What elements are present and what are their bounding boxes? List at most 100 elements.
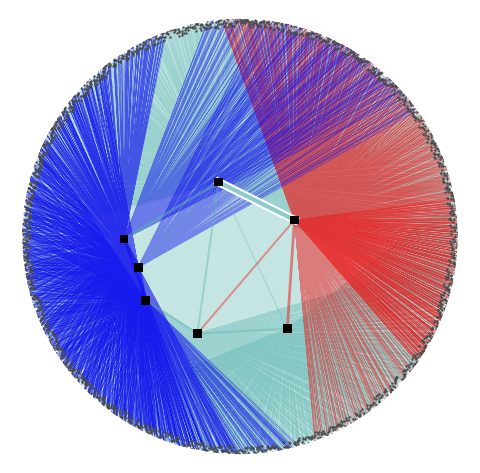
Point — [40, 132, 48, 140]
Point — [400, 100, 408, 107]
Point — [86, 78, 94, 86]
Point — [275, 25, 283, 33]
Point — [31, 168, 39, 176]
Point — [439, 158, 446, 165]
Point — [350, 419, 358, 427]
Point — [27, 281, 35, 289]
Point — [366, 57, 373, 64]
Point — [302, 441, 310, 449]
Point — [426, 123, 434, 131]
Point — [52, 131, 60, 139]
Point — [384, 395, 391, 403]
Point — [443, 297, 451, 305]
Point — [214, 24, 221, 32]
Point — [275, 445, 282, 452]
Point — [282, 443, 289, 450]
Point — [274, 447, 281, 455]
Point — [88, 383, 96, 390]
Point — [203, 447, 211, 454]
Point — [62, 115, 70, 123]
Point — [450, 190, 458, 197]
Point — [324, 31, 332, 39]
Point — [199, 449, 207, 457]
Point — [448, 293, 456, 300]
Point — [75, 369, 83, 377]
Point — [140, 36, 147, 44]
Point — [232, 20, 240, 27]
Point — [116, 54, 123, 61]
Point — [122, 54, 130, 62]
Point — [126, 47, 133, 55]
Point — [60, 360, 67, 368]
Point — [438, 316, 446, 324]
Point — [443, 159, 451, 166]
Point — [185, 440, 192, 448]
Point — [16, 228, 24, 236]
Point — [26, 245, 34, 252]
Point — [447, 208, 455, 215]
Point — [360, 409, 368, 417]
Point — [18, 238, 26, 246]
Point — [84, 85, 92, 93]
Point — [444, 284, 451, 291]
Point — [37, 302, 45, 309]
Point — [45, 339, 53, 347]
Point — [443, 267, 451, 274]
Point — [193, 20, 201, 28]
Point — [453, 220, 460, 228]
Point — [145, 424, 153, 431]
Point — [347, 45, 355, 53]
Point — [424, 132, 432, 140]
Point — [299, 23, 307, 31]
Point — [103, 403, 111, 411]
Point — [24, 289, 32, 297]
Point — [431, 141, 438, 149]
Point — [24, 179, 31, 186]
Point — [23, 217, 30, 225]
Point — [444, 194, 451, 201]
Point — [245, 451, 253, 458]
Point — [238, 447, 246, 455]
Point — [74, 96, 82, 104]
Point — [29, 310, 37, 318]
Point — [47, 130, 54, 138]
Point — [196, 441, 204, 449]
Point — [66, 107, 74, 114]
Point — [164, 430, 172, 438]
Point — [55, 359, 62, 366]
Point — [205, 21, 213, 28]
Point — [30, 161, 38, 169]
Point — [69, 103, 76, 110]
Point — [206, 441, 214, 449]
Point — [407, 94, 414, 101]
Point — [121, 414, 129, 422]
Point — [387, 80, 395, 88]
Point — [287, 20, 295, 28]
Point — [292, 30, 300, 38]
Point — [225, 449, 233, 457]
Point — [398, 95, 406, 103]
Point — [314, 26, 322, 34]
Point — [363, 54, 371, 61]
Point — [59, 111, 67, 118]
Point — [103, 61, 110, 69]
Point — [190, 25, 197, 32]
Point — [22, 267, 29, 274]
Point — [144, 45, 151, 53]
Point — [431, 153, 438, 160]
Point — [412, 359, 420, 367]
Point — [106, 56, 113, 64]
Point — [237, 453, 244, 461]
Point — [419, 336, 426, 343]
Point — [298, 29, 306, 37]
Point — [110, 53, 118, 60]
Point — [24, 207, 31, 214]
Point — [214, 17, 221, 25]
Point — [106, 62, 113, 70]
Point — [104, 400, 111, 408]
Point — [303, 23, 311, 31]
Point — [407, 101, 414, 109]
Point — [375, 70, 383, 78]
Point — [163, 30, 171, 37]
Point — [454, 216, 462, 224]
